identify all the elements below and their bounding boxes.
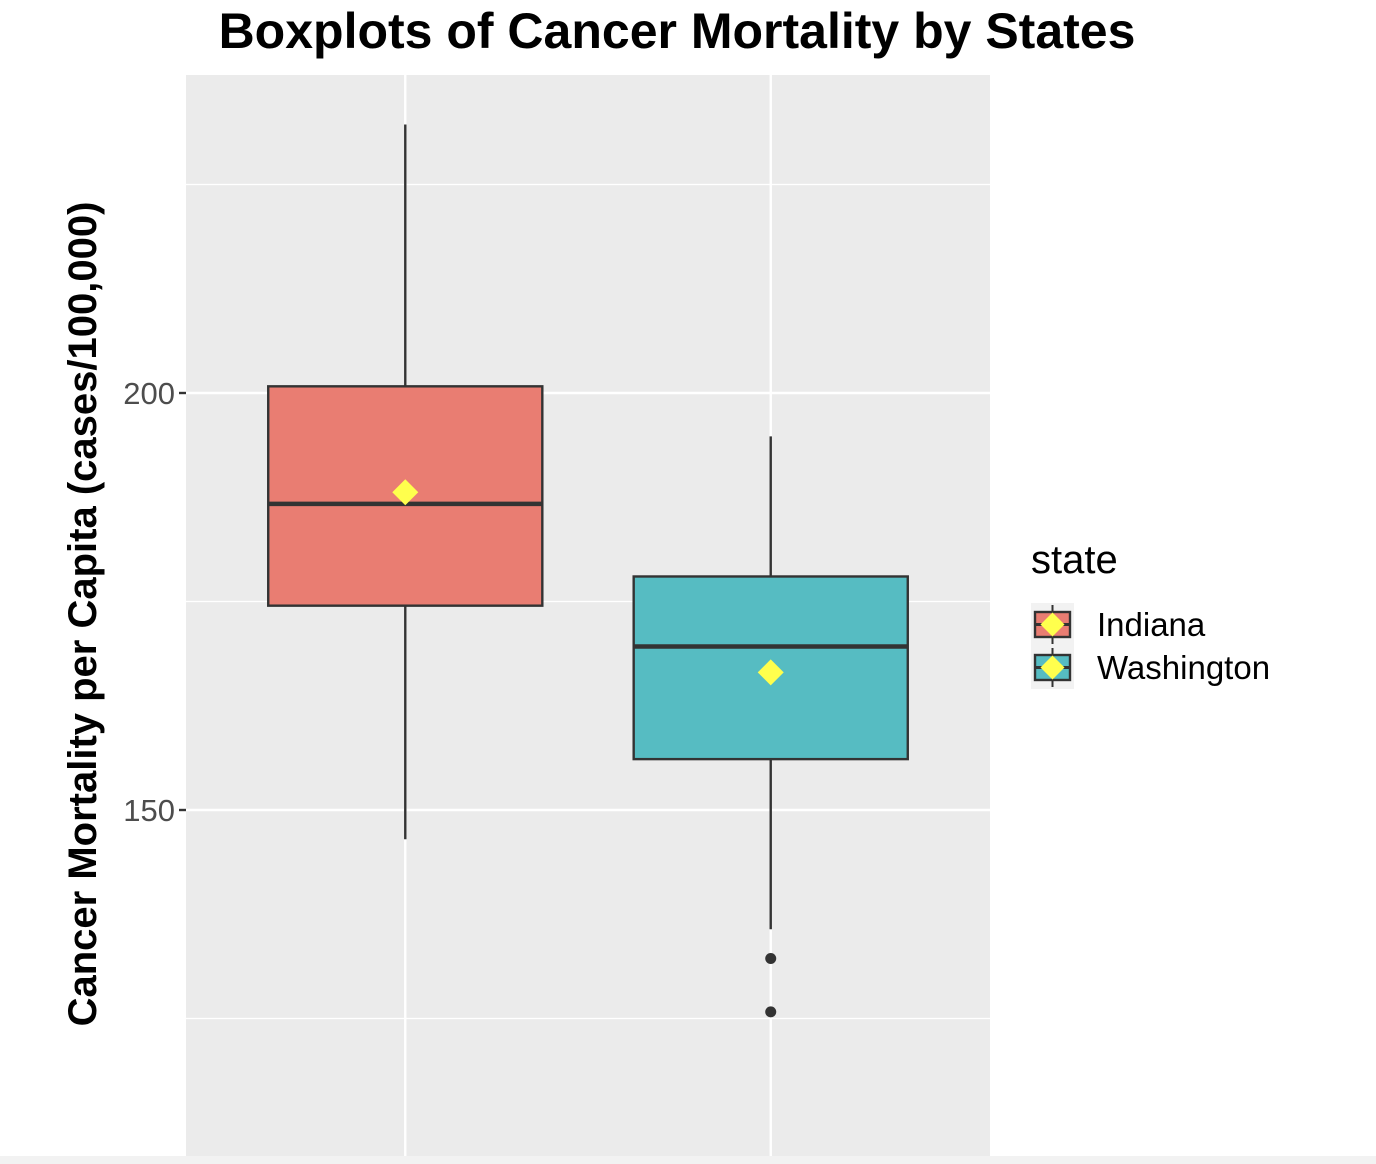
mean-marker	[392, 479, 419, 506]
legend: state Indiana Washington	[1031, 538, 1270, 689]
legend-key-mean	[1040, 655, 1065, 680]
y-axis: 150 200	[123, 376, 772, 1160]
boxes-layer	[267, 124, 909, 1018]
legend-label: Washington	[1097, 649, 1270, 686]
legend-key-mean	[1040, 612, 1065, 637]
box-washington	[632, 436, 909, 1018]
outlier-point	[765, 1006, 777, 1018]
mean-marker	[757, 659, 784, 686]
box-indiana	[267, 124, 544, 840]
bottom-strip	[0, 1156, 1376, 1164]
legend-item-washington: Washington	[1031, 646, 1270, 689]
legend-item-indiana: Indiana	[1031, 603, 1206, 646]
y-tick-label: 200	[123, 376, 175, 411]
chart-title: Boxplots of Cancer Mortality by States	[219, 3, 1136, 59]
legend-label: Indiana	[1097, 606, 1206, 643]
outlier-point	[765, 952, 777, 964]
y-axis-label: Cancer Mortality per Capita (cases/100,0…	[61, 202, 105, 1027]
legend-title: state	[1031, 538, 1118, 582]
y-tick-label: 150	[123, 793, 175, 828]
